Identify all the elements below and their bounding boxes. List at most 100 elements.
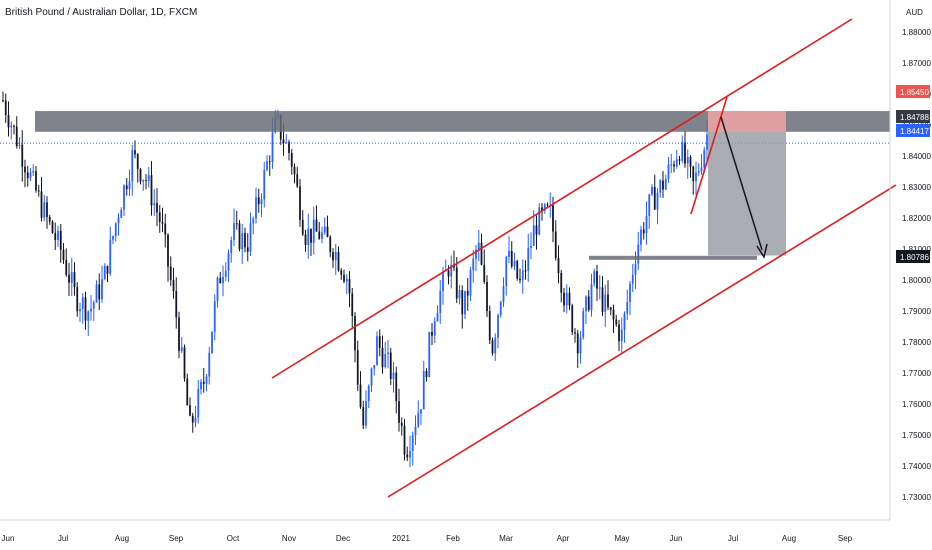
candle-body <box>648 194 651 217</box>
candle <box>431 323 433 346</box>
candle-body <box>417 413 420 427</box>
candle-body <box>620 329 623 342</box>
candle <box>400 417 403 436</box>
candle-body <box>73 272 76 288</box>
candle-body <box>392 372 395 380</box>
candle-body <box>491 340 494 354</box>
candle-body <box>95 284 98 303</box>
candle-body <box>706 134 708 150</box>
candle <box>612 304 615 333</box>
candle <box>68 262 70 297</box>
candle <box>565 284 568 314</box>
candle-body <box>175 291 178 318</box>
candle-body <box>598 287 601 289</box>
candle-body <box>224 270 227 277</box>
candle <box>675 149 678 169</box>
candle-body <box>255 197 257 219</box>
candle-body <box>293 166 296 175</box>
candle <box>323 217 326 235</box>
candle-body <box>433 321 436 336</box>
candle-body <box>307 228 310 245</box>
candle-body <box>296 174 299 187</box>
candle-body <box>326 226 329 238</box>
candle <box>301 210 304 236</box>
candle <box>332 248 334 269</box>
candle-body <box>197 389 200 418</box>
candle <box>398 388 400 432</box>
candle-body <box>244 233 246 248</box>
drawings-layer <box>0 18 897 498</box>
candle-body <box>310 228 312 243</box>
y-tick-label: 1.80000 <box>902 276 931 285</box>
candle <box>252 216 255 235</box>
candle <box>48 214 51 225</box>
candle-body <box>65 259 68 275</box>
candle <box>475 245 477 272</box>
candle-body <box>189 405 191 416</box>
candle <box>497 313 499 349</box>
candle <box>87 310 90 336</box>
candle <box>433 317 436 343</box>
candle <box>257 188 260 213</box>
candle-body <box>235 223 238 225</box>
candle <box>508 236 510 264</box>
candle <box>365 390 367 429</box>
candle-body <box>147 175 150 181</box>
candle <box>629 280 631 316</box>
candle <box>598 275 601 300</box>
candle <box>189 397 191 417</box>
candle <box>574 328 576 343</box>
candle <box>659 179 662 198</box>
candle <box>538 203 541 236</box>
candle-body <box>571 305 574 333</box>
candle <box>362 400 365 430</box>
x-tick-label: Sep <box>169 534 184 543</box>
candle <box>90 295 92 321</box>
candle <box>458 284 461 305</box>
candle-body <box>565 292 568 306</box>
candle <box>101 265 103 303</box>
x-tick-label: 2021 <box>392 534 410 543</box>
candle-body <box>464 290 466 315</box>
candle-body <box>288 142 290 153</box>
candle <box>359 371 362 409</box>
candle-body <box>348 279 351 294</box>
candle <box>167 233 169 282</box>
x-tick-label: Oct <box>227 534 240 543</box>
candle-body <box>400 422 403 426</box>
candle <box>530 232 532 259</box>
candle-body <box>557 258 560 274</box>
candle-body <box>131 150 134 182</box>
candle <box>112 235 114 245</box>
candle-body <box>46 202 48 217</box>
candle-body <box>271 132 274 162</box>
candle <box>354 312 356 363</box>
candle <box>403 418 406 461</box>
candle <box>4 93 7 123</box>
candle-body <box>543 204 546 211</box>
candle <box>73 262 76 296</box>
candle <box>153 189 156 216</box>
candle <box>109 226 112 276</box>
candle-body <box>431 331 433 336</box>
candle <box>194 405 197 428</box>
candle <box>483 249 486 284</box>
candle <box>230 236 233 263</box>
candle-body <box>323 226 326 233</box>
candle-body <box>98 284 101 300</box>
candle <box>590 273 593 317</box>
candle <box>175 277 178 329</box>
candle <box>183 344 186 382</box>
candle <box>571 303 574 336</box>
candle <box>125 178 128 196</box>
candle <box>546 202 549 208</box>
price-tag-upper-zone: 1.84788 <box>896 110 930 123</box>
candle-body <box>609 307 612 310</box>
candle-body <box>180 347 183 351</box>
candle-body <box>54 233 57 241</box>
candle-body <box>211 331 213 353</box>
candle-body <box>257 197 260 205</box>
x-tick-label: Nov <box>282 534 296 543</box>
